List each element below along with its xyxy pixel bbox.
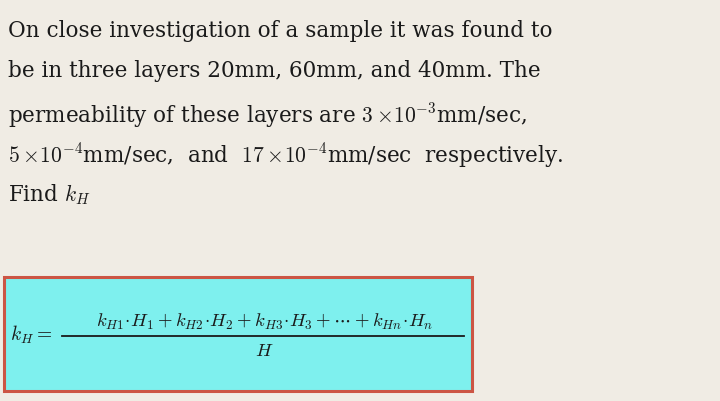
Text: be in three layers 20mm, 60mm, and 40mm. The: be in three layers 20mm, 60mm, and 40mm.… — [8, 60, 541, 82]
Text: $k_H =$: $k_H =$ — [10, 323, 52, 345]
Text: Find $k_H$: Find $k_H$ — [8, 182, 91, 206]
Text: permeability of these layers are $3\times\!10^{-3}$mm/sec,: permeability of these layers are $3\time… — [8, 101, 527, 130]
FancyBboxPatch shape — [4, 277, 472, 391]
Text: $k_{H1}\!\cdot\! H_1+k_{H2}\!\cdot\! H_2+k_{H3}\!\cdot\! H_3+\cdots+k_{Hn}\!\cdo: $k_{H1}\!\cdot\! H_1+k_{H2}\!\cdot\! H_2… — [96, 311, 433, 331]
Text: $H$: $H$ — [255, 341, 274, 359]
Text: On close investigation of a sample it was found to: On close investigation of a sample it wa… — [8, 20, 552, 42]
Text: $5\times\!10^{-4}$mm/sec,  and  $17\times\!10^{-4}$mm/sec  respectively.: $5\times\!10^{-4}$mm/sec, and $17\times\… — [8, 141, 563, 170]
